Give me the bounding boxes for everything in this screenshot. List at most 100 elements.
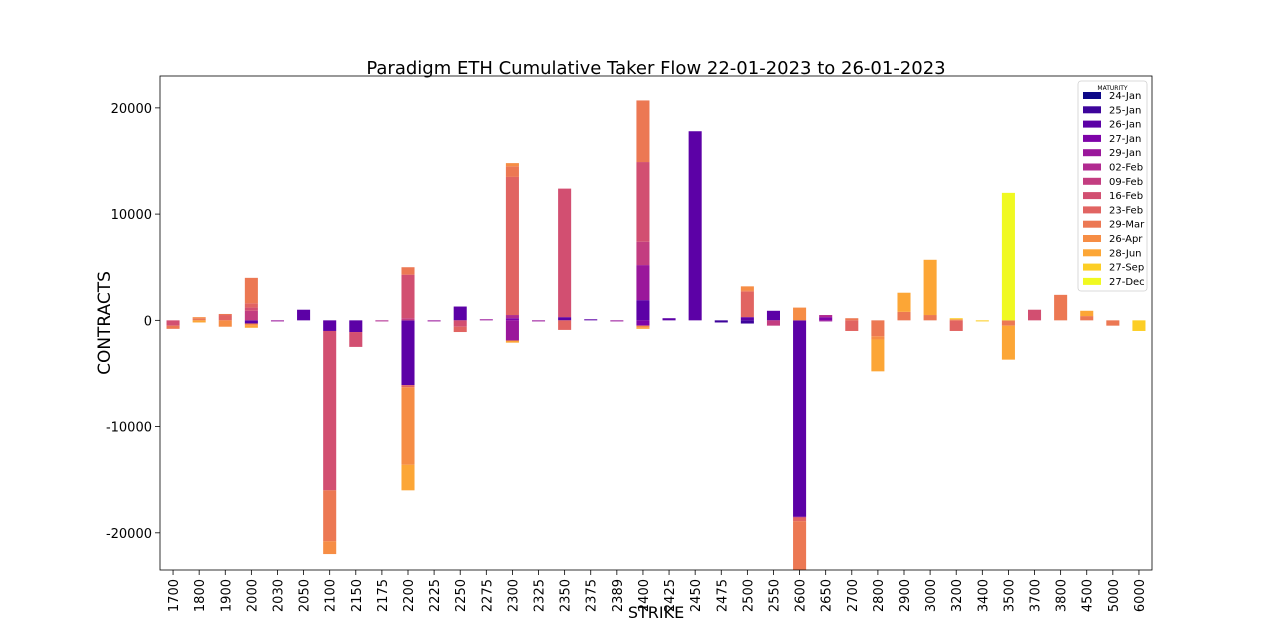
bar-segment <box>244 307 258 311</box>
x-tick-label: 4500 <box>1081 579 1096 612</box>
x-tick-label: 2800 <box>872 579 887 612</box>
x-tick-label: 2500 <box>741 579 756 612</box>
x-tick-label: 2375 <box>585 579 600 612</box>
bar-segment <box>636 100 650 163</box>
bar-segment <box>505 320 519 341</box>
bar-segment <box>349 332 363 347</box>
y-tick-label: 20000 <box>111 102 152 117</box>
bar-segment <box>349 320 363 333</box>
legend-label: 29-Mar <box>1109 220 1145 231</box>
x-tick-label: 2600 <box>794 579 809 612</box>
x-tick-label: 1800 <box>193 579 208 612</box>
x-tick-label: 2550 <box>767 579 782 612</box>
bar-segment <box>401 387 415 465</box>
bar-segment <box>636 320 650 326</box>
legend-label: 16-Feb <box>1109 191 1143 202</box>
bar-segment <box>1028 309 1042 321</box>
bar-segment <box>949 319 963 321</box>
bar-segment <box>401 274 415 319</box>
bar-segment <box>323 490 337 542</box>
bar-segment <box>819 315 833 318</box>
bar-segment <box>766 310 780 321</box>
x-tick-label: 2200 <box>402 579 417 612</box>
legend-swatch <box>1083 192 1101 200</box>
bar-segment <box>323 541 337 555</box>
x-tick-label: 2400 <box>637 579 652 612</box>
bar-segment <box>584 319 598 321</box>
bar-segment <box>1106 320 1120 326</box>
bar-segment <box>610 320 624 322</box>
bar-segment <box>819 317 833 321</box>
bar-segment <box>766 320 780 326</box>
legend-label: 24-Jan <box>1109 91 1141 102</box>
x-tick-label: 2030 <box>271 579 286 612</box>
bar-segment <box>401 385 415 388</box>
legend-swatch <box>1083 106 1101 114</box>
bar-segment <box>845 320 859 331</box>
y-axis-label: CONTRACTS <box>95 271 115 375</box>
legend-label: 25-Jan <box>1109 105 1141 116</box>
bar-segment <box>505 340 519 343</box>
legend-swatch <box>1083 92 1101 99</box>
bar-segment <box>714 320 728 323</box>
bar-segment <box>1001 325 1015 360</box>
legend-label: 09-Feb <box>1109 177 1143 188</box>
bar-segment <box>688 131 702 321</box>
bar-segment <box>793 516 807 518</box>
bar-segment <box>244 277 258 304</box>
bar-segment <box>1132 320 1146 331</box>
bar-segment <box>636 162 650 242</box>
bar-segment <box>662 318 676 321</box>
bar-segment <box>505 163 519 167</box>
bar-segment <box>244 310 258 321</box>
bar-segment <box>427 320 441 322</box>
bar-segment <box>192 320 206 323</box>
bar-segment <box>949 320 963 331</box>
bar-segment <box>270 320 284 322</box>
legend-label: 23-Feb <box>1109 205 1143 216</box>
bar-segment <box>740 290 754 292</box>
x-tick-label: 5000 <box>1107 579 1122 612</box>
legend-title: MATURITY <box>1097 85 1127 92</box>
legend-swatch <box>1083 149 1101 157</box>
bar-segment <box>505 315 519 319</box>
x-tick-label: 3000 <box>924 579 939 612</box>
x-tick-label: 2300 <box>506 579 521 612</box>
bar-segment <box>1080 316 1094 321</box>
x-axis-label: STRIKE <box>628 603 684 622</box>
x-tick-label: 1700 <box>167 579 182 612</box>
y-tick-label: 10000 <box>111 208 152 223</box>
bar-segment <box>401 267 415 275</box>
legend-label: 02-Feb <box>1109 163 1143 174</box>
legend-swatch <box>1083 277 1101 285</box>
bar-segment <box>793 307 807 321</box>
x-tick-label: 2175 <box>376 579 391 612</box>
bar-segment <box>192 318 206 321</box>
legend-swatch <box>1083 177 1101 185</box>
legend-label: 27-Sep <box>1109 263 1144 274</box>
bar-segment <box>323 320 337 331</box>
bar-segment <box>949 318 963 320</box>
bar-segment <box>819 320 833 322</box>
legend-swatch <box>1083 134 1101 142</box>
x-tick-label: 3400 <box>976 579 991 612</box>
legend-label: 28-Jun <box>1109 248 1142 259</box>
bar-segment <box>323 330 337 491</box>
bar-segment <box>453 320 467 327</box>
x-tick-label: 2050 <box>298 579 313 612</box>
bar-segment <box>740 286 754 291</box>
bar-segment <box>401 320 415 386</box>
legend-label: 27-Jan <box>1109 134 1141 145</box>
y-tick-label: -20000 <box>106 527 152 542</box>
bar-segment <box>636 325 650 328</box>
x-tick-label: 3200 <box>950 579 965 612</box>
bar-segment <box>740 317 754 321</box>
bar-segment <box>244 303 258 308</box>
x-tick-label: 2150 <box>350 579 365 612</box>
bar-segment <box>636 327 650 329</box>
legend-label: 26-Apr <box>1109 234 1143 245</box>
bar-segment <box>505 318 519 321</box>
bar-segment <box>244 325 258 328</box>
bar-segment <box>558 317 572 321</box>
